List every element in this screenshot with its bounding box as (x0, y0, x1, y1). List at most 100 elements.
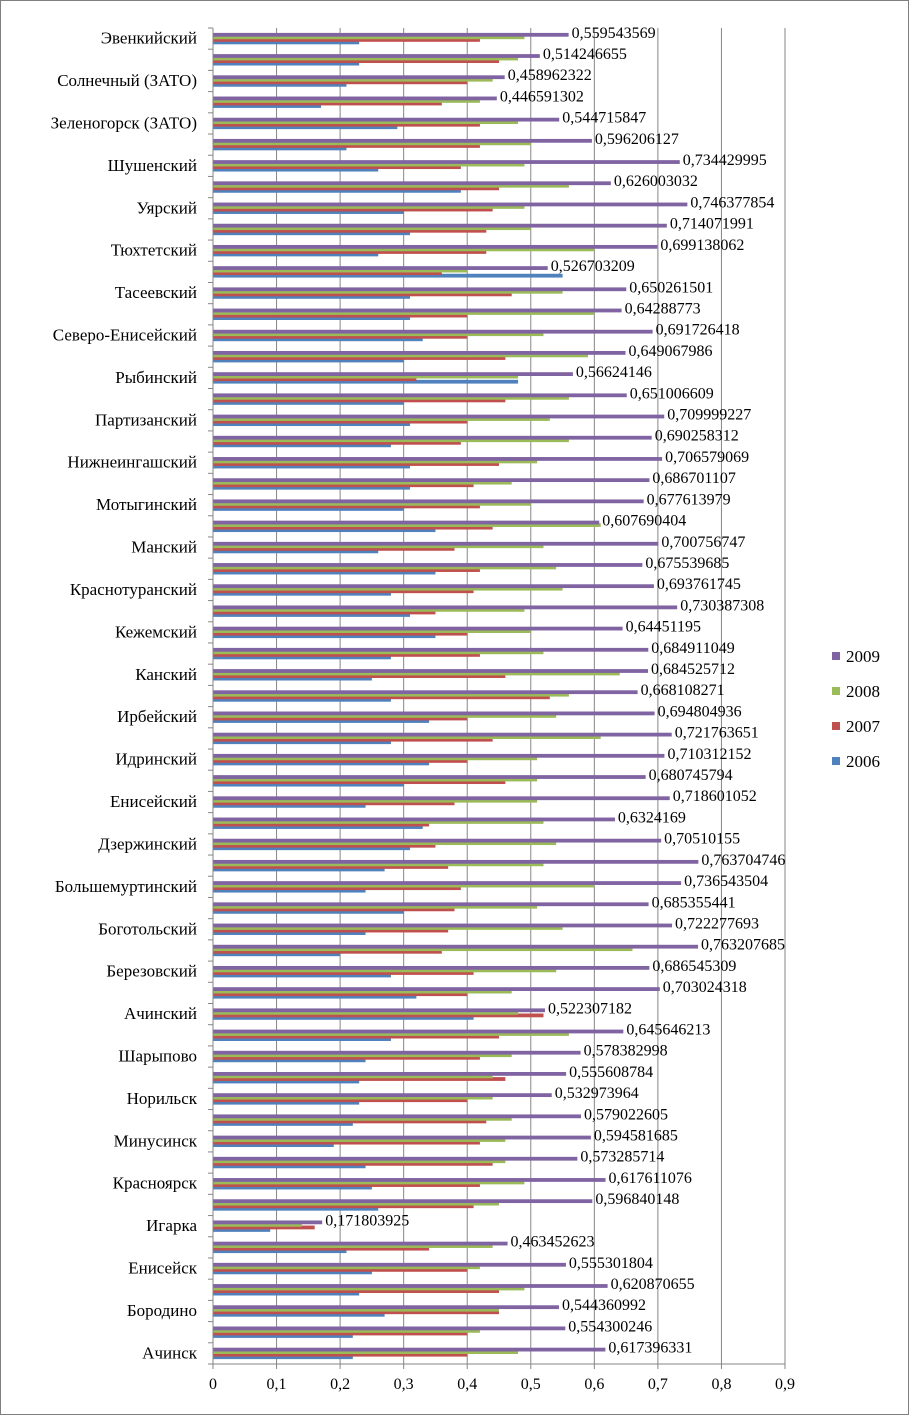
bar-2008 (213, 162, 525, 167)
category-label: Ирбейский (117, 707, 197, 726)
data-label: 0,607690404 (602, 513, 686, 530)
data-label: 0,651006609 (630, 385, 714, 402)
x-tick-label: 0,7 (648, 1376, 668, 1393)
bar-2008 (213, 438, 569, 443)
bar-2008 (213, 777, 538, 782)
bar-2007 (213, 737, 493, 742)
data-label: 0,70510155 (664, 831, 740, 848)
data-label: 0,700756747 (661, 534, 745, 551)
bar-2008 (213, 1265, 480, 1270)
bar-2006 (213, 210, 404, 214)
data-label: 0,694804936 (658, 703, 742, 720)
bar-2009 (213, 520, 600, 525)
bar-2006 (213, 994, 417, 999)
data-label: 0,555301804 (569, 1255, 653, 1272)
data-label: 0,718601052 (673, 788, 757, 805)
bar-2006 (213, 549, 379, 554)
bar-2007 (213, 122, 480, 127)
bar-2006 (213, 1058, 366, 1063)
bar-2007 (213, 1119, 487, 1124)
bar-2008 (213, 947, 633, 952)
bar-2006 (213, 1037, 391, 1041)
bar-2008 (213, 141, 531, 146)
category-label: Игарка (146, 1216, 197, 1235)
bar-2007 (213, 1204, 474, 1209)
bar-2008 (213, 714, 557, 718)
bar-2008 (213, 523, 601, 527)
bar-2007 (213, 843, 436, 848)
bar-2006 (213, 740, 391, 745)
bar-2007 (213, 59, 499, 64)
bar-2006 (213, 125, 398, 130)
category-label: Норильск (127, 1089, 198, 1108)
bar-2006 (213, 1228, 271, 1232)
bar-2009 (213, 541, 659, 546)
bar-2006 (213, 697, 391, 702)
data-label: 0,734429995 (683, 152, 767, 169)
bar-2007 (213, 780, 506, 785)
bar-2009 (213, 753, 665, 758)
bar-2007 (213, 674, 506, 678)
bar-2007 (213, 1034, 499, 1039)
bar-2007 (213, 971, 474, 975)
legend-swatch-2009 (832, 652, 840, 660)
bar-2006 (213, 61, 360, 66)
bar-2007 (213, 101, 442, 106)
data-label: 0,596206127 (595, 131, 679, 148)
bar-2008 (213, 629, 531, 633)
bar-2008 (213, 968, 557, 973)
data-label: 0,706579069 (665, 449, 749, 466)
data-label: 0,526703209 (551, 258, 635, 275)
bar-2008 (213, 99, 480, 103)
data-label: 0,514246655 (543, 46, 627, 63)
bar-2009 (213, 817, 615, 822)
bar-2008 (213, 1138, 506, 1142)
bar-2007 (213, 483, 474, 488)
bar-2006 (213, 104, 322, 108)
category-label: Эвенкийский (101, 29, 197, 48)
bar-2006 (213, 507, 404, 511)
bar-2009 (213, 1093, 552, 1098)
category-label: Нижнеингашский (67, 453, 197, 472)
category-label: Боготольский (98, 919, 197, 938)
bar-2009 (213, 584, 654, 589)
bar-2009 (213, 308, 622, 313)
bar-2007 (213, 504, 480, 509)
data-label: 0,668108271 (641, 682, 725, 699)
data-label: 0,573285714 (580, 1149, 664, 1166)
data-label: 0,171803925 (325, 1212, 409, 1229)
bar-2008 (213, 926, 563, 930)
bar-2006 (213, 1079, 360, 1084)
bar-2009 (213, 223, 667, 228)
bar-2006 (213, 1143, 334, 1148)
bar-2009 (213, 1220, 323, 1225)
bar-2007 (213, 334, 468, 339)
bar-2006 (213, 358, 404, 363)
category-label: Большемуртинский (55, 877, 197, 896)
bar-2006 (213, 909, 404, 914)
bar-2008 (213, 77, 493, 82)
bar-2006 (213, 1334, 353, 1338)
bar-2007 (213, 38, 480, 42)
bar-2009 (213, 775, 646, 779)
bar-2006 (213, 1122, 353, 1126)
data-label: 0,532973964 (555, 1085, 639, 1102)
bar-2007 (213, 1289, 499, 1293)
category-label: Кежемский (115, 622, 197, 641)
bar-2006 (213, 1249, 347, 1254)
bar-2007 (213, 1246, 430, 1251)
bar-2006 (213, 719, 430, 723)
bar-2009 (213, 711, 655, 716)
bar-2009 (213, 563, 643, 567)
bar-2008 (213, 650, 544, 655)
bar-2009 (213, 117, 560, 122)
bar-2006 (213, 294, 411, 299)
bar-2007 (213, 228, 487, 233)
bar-2008 (213, 1350, 519, 1354)
bar-2006 (213, 1291, 360, 1296)
bar-2009 (213, 732, 672, 737)
bar-2009 (213, 881, 682, 885)
bar-2007 (213, 928, 449, 933)
data-label: 0,714071991 (670, 216, 754, 233)
